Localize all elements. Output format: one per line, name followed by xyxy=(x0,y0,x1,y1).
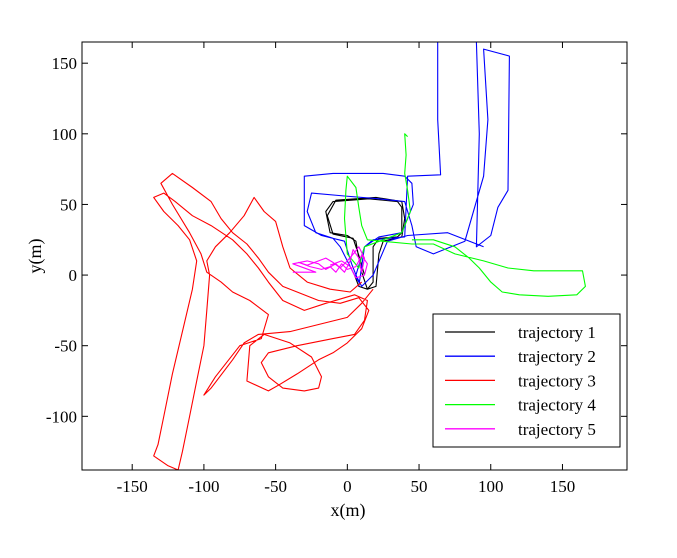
series-line-1 xyxy=(325,196,406,290)
legend-label-5: trajectory 5 xyxy=(518,420,596,439)
legend-label-4: trajectory 4 xyxy=(518,396,596,415)
series-line-5 xyxy=(292,246,368,279)
y-tick-label: 100 xyxy=(52,125,78,144)
plot-frame xyxy=(81,41,628,471)
x-tick-label: 50 xyxy=(411,477,428,496)
x-tick-label: -50 xyxy=(264,477,287,496)
y-tick-label: 50 xyxy=(60,195,77,214)
x-axis-label: x(m) xyxy=(331,500,366,521)
series-line-2 xyxy=(303,42,510,287)
x-tick-label: 100 xyxy=(478,477,504,496)
axis-ticks: -150 -100 -50 0 50 100 150 -100 -50 0 50 100 150 xyxy=(46,42,627,496)
series-line-4 xyxy=(343,133,586,297)
y-tick-label: -100 xyxy=(46,407,77,426)
y-tick-label: 150 xyxy=(52,54,78,73)
plot-data xyxy=(153,42,586,470)
x-tick-label: -100 xyxy=(188,477,219,496)
legend-label-1: trajectory 1 xyxy=(518,323,596,342)
x-tick-label: -150 xyxy=(117,477,148,496)
y-tick-label: 0 xyxy=(69,266,78,285)
x-tick-label: 150 xyxy=(550,477,576,496)
legend-label-3: trajectory 3 xyxy=(518,371,596,390)
x-tick-label: 0 xyxy=(343,477,352,496)
series-line-3 xyxy=(153,172,374,470)
y-axis-label: y(m) xyxy=(25,239,46,274)
legend-label-2: trajectory 2 xyxy=(518,347,596,366)
y-tick-label: -50 xyxy=(54,337,77,356)
legend: trajectory 1 trajectory 2 trajectory 3 traj… xyxy=(432,313,621,448)
